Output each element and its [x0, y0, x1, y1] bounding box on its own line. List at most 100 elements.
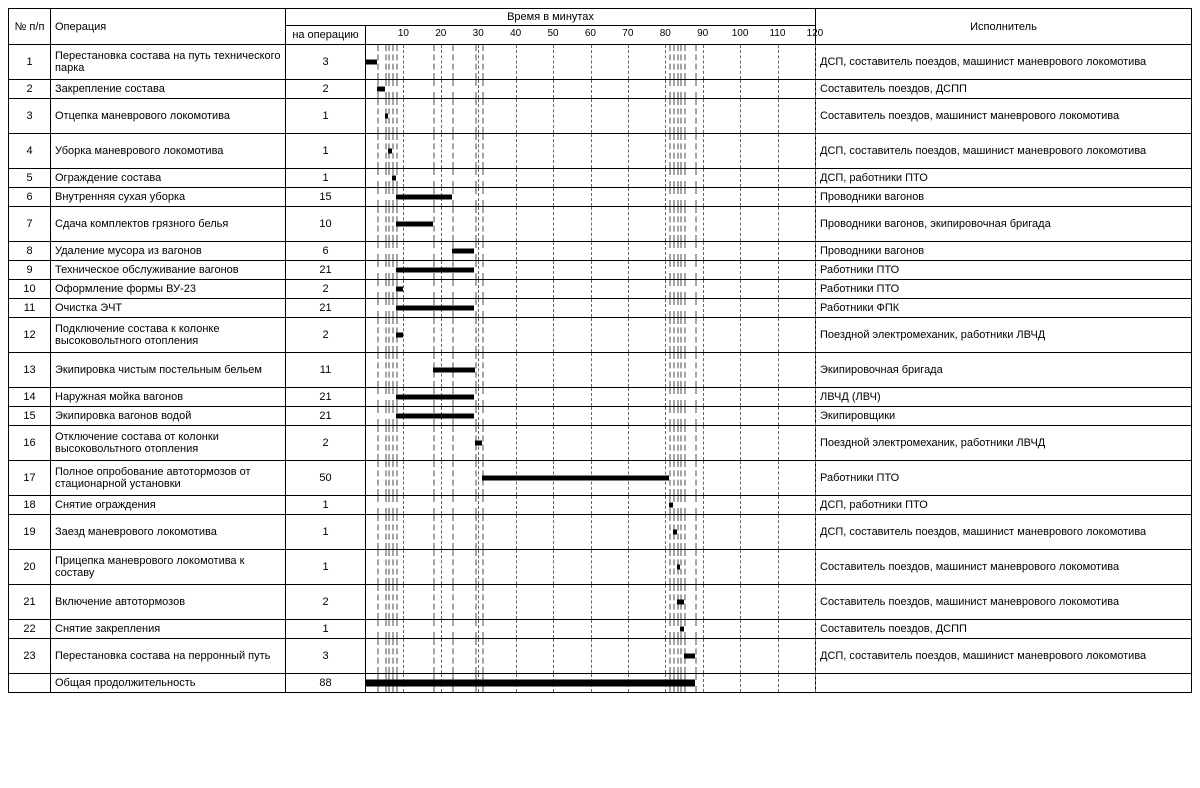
- table-row: 17Полное опробование автотормозов от ста…: [9, 461, 1192, 496]
- row-executor: Работники ПТО: [816, 461, 1192, 496]
- row-operation: Удаление мусора из вагонов: [51, 242, 286, 261]
- gantt-table: № п/п Операция Время в минутах Исполните…: [8, 8, 1192, 693]
- row-chart: [366, 353, 816, 388]
- table-row: 23Перестановка состава на перронный путь…: [9, 639, 1192, 674]
- gantt-bar: [677, 565, 681, 570]
- row-chart: [366, 280, 816, 299]
- row-chart: [366, 639, 816, 674]
- table-row: 18Снятие ограждения1ДСП, работники ПТО: [9, 496, 1192, 515]
- gantt-bar: [684, 654, 695, 659]
- row-executor: ЛВЧД (ЛВЧ): [816, 388, 1192, 407]
- row-operation: Закрепление состава: [51, 80, 286, 99]
- row-chart: [366, 80, 816, 99]
- row-duration: 50: [286, 461, 366, 496]
- row-duration: 2: [286, 318, 366, 353]
- row-executor: Проводники вагонов: [816, 188, 1192, 207]
- row-duration: 2: [286, 426, 366, 461]
- row-chart: [366, 318, 816, 353]
- gantt-bar: [673, 530, 677, 535]
- gantt-bar: [680, 627, 684, 632]
- total-row: Общая продолжительность88: [9, 674, 1192, 693]
- row-chart: [366, 426, 816, 461]
- row-chart: [366, 134, 816, 169]
- row-num: 8: [9, 242, 51, 261]
- row-num: 11: [9, 299, 51, 318]
- row-executor: Экипировочная бригада: [816, 353, 1192, 388]
- row-num: 4: [9, 134, 51, 169]
- row-duration: 1: [286, 620, 366, 639]
- row-num: 6: [9, 188, 51, 207]
- gantt-bar: [396, 195, 452, 200]
- gantt-bar: [396, 333, 403, 338]
- table-row: 11Очистка ЭЧТ21Работники ФПК: [9, 299, 1192, 318]
- gantt-bar: [396, 306, 475, 311]
- row-operation: Перестановка состава на перронный путь: [51, 639, 286, 674]
- row-executor: Составитель поездов, ДСПП: [816, 620, 1192, 639]
- gantt-bar: [385, 114, 389, 119]
- total-label: Общая продолжительность: [51, 674, 286, 693]
- row-chart: [366, 99, 816, 134]
- gantt-bar: [669, 503, 673, 508]
- gantt-bar: [396, 414, 475, 419]
- table-row: 21Включение автотормозов2Составитель пое…: [9, 585, 1192, 620]
- row-duration: 10: [286, 207, 366, 242]
- table-row: 13Экипировка чистым постельным бельем11Э…: [9, 353, 1192, 388]
- row-chart: [366, 550, 816, 585]
- row-duration: 3: [286, 639, 366, 674]
- row-chart: [366, 242, 816, 261]
- table-row: 22Снятие закрепления1 Составитель поездов…: [9, 620, 1192, 639]
- row-num: 9: [9, 261, 51, 280]
- row-duration: 1: [286, 169, 366, 188]
- row-executor: ДСП, составитель поездов, машинист манев…: [816, 639, 1192, 674]
- table-row: 4Уборка маневрового локомотива1ДСП, сост…: [9, 134, 1192, 169]
- row-num: 17: [9, 461, 51, 496]
- row-duration: 21: [286, 407, 366, 426]
- row-duration: 2: [286, 585, 366, 620]
- row-operation: Наружная мойка вагонов: [51, 388, 286, 407]
- row-executor: Экипировщики: [816, 407, 1192, 426]
- row-executor: Проводники вагонов, экипировочная бригад…: [816, 207, 1192, 242]
- row-duration: 1: [286, 550, 366, 585]
- row-operation: Уборка маневрового локомотива: [51, 134, 286, 169]
- row-chart: [366, 620, 816, 639]
- row-num: 14: [9, 388, 51, 407]
- row-operation: Сдача комплектов грязного белья: [51, 207, 286, 242]
- table-row: 15Экипировка вагонов водой21Экипировщики: [9, 407, 1192, 426]
- row-operation: Экипировка вагонов водой: [51, 407, 286, 426]
- row-num: 3: [9, 99, 51, 134]
- row-num: 5: [9, 169, 51, 188]
- row-operation: Внутренняя сухая уборка: [51, 188, 286, 207]
- row-duration: 2: [286, 80, 366, 99]
- table-row: 14Наружная мойка вагонов21ЛВЧД (ЛВЧ): [9, 388, 1192, 407]
- gantt-bar: [366, 680, 695, 687]
- row-executor: ДСП, работники ПТО: [816, 169, 1192, 188]
- row-chart: [366, 169, 816, 188]
- row-duration: 1: [286, 134, 366, 169]
- row-operation: Снятие закрепления: [51, 620, 286, 639]
- header-per-op: на операцию: [286, 26, 366, 45]
- row-num: 7: [9, 207, 51, 242]
- row-duration: 6: [286, 242, 366, 261]
- row-duration: 2: [286, 280, 366, 299]
- table-row: 1Перестановка состава на путь техническо…: [9, 45, 1192, 80]
- row-num: 23: [9, 639, 51, 674]
- header-operation: Операция: [51, 9, 286, 45]
- total-duration: 88: [286, 674, 366, 693]
- row-executor: Поездной электромеханик, работники ЛВЧД: [816, 426, 1192, 461]
- table-row: 7Сдача комплектов грязного белья10 Провод…: [9, 207, 1192, 242]
- row-num: 22: [9, 620, 51, 639]
- row-num: 20: [9, 550, 51, 585]
- row-num: 21: [9, 585, 51, 620]
- row-num: 16: [9, 426, 51, 461]
- gantt-bar: [396, 222, 433, 227]
- row-chart: [366, 407, 816, 426]
- row-duration: 1: [286, 99, 366, 134]
- row-num: 18: [9, 496, 51, 515]
- gantt-bar: [396, 268, 475, 273]
- row-executor: Работники ПТО: [816, 280, 1192, 299]
- row-duration: 21: [286, 261, 366, 280]
- total-chart: [366, 674, 816, 693]
- row-chart: [366, 188, 816, 207]
- row-chart: [366, 261, 816, 280]
- row-executor: Составитель поездов, ДСПП: [816, 80, 1192, 99]
